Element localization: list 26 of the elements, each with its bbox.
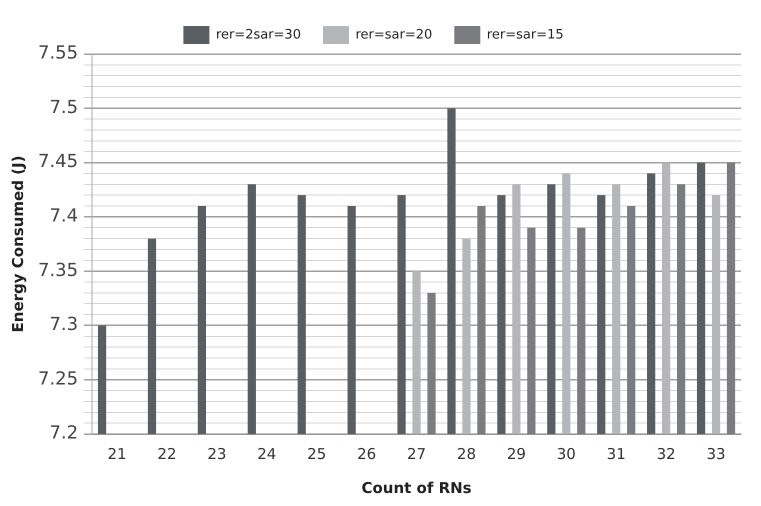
- y-tick-label: 7.45: [38, 151, 78, 172]
- x-tick-label: 23: [207, 444, 226, 463]
- legend-label: rer=sar=20: [355, 27, 432, 42]
- x-tick-label: 33: [706, 444, 726, 463]
- x-tick-label: 28: [456, 444, 476, 463]
- x-tick-label: 27: [406, 444, 426, 463]
- x-tick-label: 25: [307, 444, 326, 463]
- x-tick-label: 31: [606, 444, 626, 463]
- legend-label: rer=sar=15: [486, 27, 564, 42]
- x-tick-label: 30: [556, 444, 576, 463]
- y-tick-label: 7.2: [49, 422, 78, 444]
- y-tick-label: 7.25: [38, 368, 78, 390]
- x-axis-title: Count of RNs: [361, 478, 472, 497]
- legend-label: rer=2sar=30: [216, 27, 301, 42]
- y-tick-label: 7.55: [38, 42, 78, 64]
- y-tick-label: 7.5: [49, 96, 78, 118]
- y-tick-label: 7.35: [38, 260, 78, 281]
- x-tick-label: 32: [656, 444, 676, 463]
- y-tick-label: 7.4: [49, 206, 78, 227]
- y-axis-title: Energy Consumed (J): [8, 156, 27, 332]
- x-tick-label: 26: [357, 444, 376, 463]
- x-tick-label: 24: [257, 444, 276, 463]
- y-tick-label: 7.3: [49, 314, 78, 336]
- x-tick-label: 22: [157, 444, 176, 463]
- x-tick-label: 21: [107, 444, 127, 463]
- x-tick-label: 29: [506, 444, 526, 463]
